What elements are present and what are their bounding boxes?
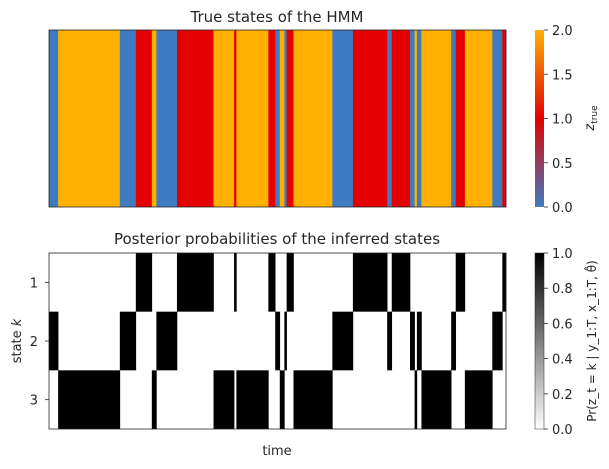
state-segment: [502, 30, 507, 207]
row-tick-label: 3: [30, 394, 38, 409]
colorbar-tick-label: 0.5: [552, 157, 573, 172]
colorbar-tick-label: 2.0: [552, 24, 573, 39]
posterior-cell: [414, 370, 418, 429]
row-tick-label: 2: [30, 335, 38, 350]
state-segment: [151, 30, 157, 207]
state-segment: [421, 30, 452, 207]
posterior-cell: [279, 370, 285, 429]
posterior-cell: [455, 253, 466, 312]
state-segment: [293, 30, 299, 207]
posterior-cell: [49, 311, 59, 371]
state-segment: [279, 30, 285, 207]
colorbar-tick-label: 1.0: [552, 113, 573, 128]
state-segment: [391, 30, 411, 207]
true-states-title: True states of the HMM: [190, 8, 364, 26]
state-segment: [464, 30, 493, 207]
posterior-cell: [286, 253, 294, 312]
posterior-cell: [135, 253, 153, 312]
posterior-cell: [387, 311, 393, 371]
true-states-frame: [48, 29, 507, 208]
state-segment: [135, 30, 153, 207]
state-segment: [332, 30, 354, 207]
colorbar-tick-label: 1.5: [552, 68, 573, 83]
posterior-chart: Posterior probabilities of the inferred …: [10, 230, 507, 459]
state-segment: [414, 30, 418, 207]
posterior-cell: [464, 370, 493, 429]
state-segment: [286, 30, 294, 207]
state-segment: [416, 30, 422, 207]
posterior-title: Posterior probabilities of the inferred …: [114, 230, 440, 248]
posterior-cell: [416, 311, 422, 371]
state-segment: [213, 30, 235, 207]
posterior-cell: [451, 311, 457, 371]
state-segment: [352, 30, 388, 207]
colorbar-label: Pr(z_t = k | y_1:T, x_1:T, θ̂): [583, 260, 599, 421]
posterior-cell: [58, 370, 121, 429]
row-tick-label: 1: [30, 276, 38, 291]
colorbar-label: ztrue: [583, 105, 600, 132]
posterior-cell: [176, 253, 214, 312]
y-axis-label: state k: [10, 318, 25, 363]
state-segment: [49, 30, 59, 207]
state-segment: [410, 30, 415, 207]
posterior-cell: [156, 311, 178, 371]
state-segment: [284, 30, 287, 207]
state-segment: [268, 30, 276, 207]
posterior-cell: [213, 370, 235, 429]
posterior-cell: [502, 253, 507, 312]
colorbar-tick-label: 1.0: [552, 247, 573, 262]
posterior-cell: [284, 311, 287, 371]
posterior-cell: [492, 311, 503, 371]
colorbar-gradient: [535, 30, 544, 207]
state-segment: [275, 30, 281, 207]
true-states-colorbar: 0.0 0.5 1.0 1.5 2.0 ztrue: [535, 24, 600, 216]
colorbar-tick-label: 0.0: [552, 423, 573, 438]
colorbar-ticks: 0.0 0.2 0.4 0.6 0.8 1.0: [544, 247, 573, 438]
state-segment: [236, 30, 269, 207]
colorbar-tick-label: 0.4: [552, 353, 573, 368]
posterior-cell: [119, 311, 137, 371]
state-segment: [58, 30, 121, 207]
state-segment: [492, 30, 503, 207]
posterior-cell: [391, 253, 411, 312]
state-segment: [176, 30, 214, 207]
state-segment: [387, 30, 393, 207]
posterior-cell: [236, 370, 269, 429]
colorbar-tick-label: 0.6: [552, 317, 573, 332]
posterior-colorbar: 0.0 0.2 0.4 0.6 0.8 1.0 Pr(z_t = k | y_1:T, x…: [534, 247, 599, 438]
state-segment: [119, 30, 137, 207]
posterior-cell: [293, 370, 299, 429]
posterior-cell: [275, 311, 281, 371]
posterior-cell: [234, 253, 237, 312]
colorbar-gradient: [534, 252, 545, 430]
posterior-cell: [421, 370, 452, 429]
state-segment: [234, 30, 237, 207]
state-segment: [298, 30, 333, 207]
x-axis-label: time: [262, 444, 291, 459]
colorbar-tick-label: 0.2: [552, 388, 573, 403]
state-segment: [156, 30, 178, 207]
posterior-cell: [298, 370, 333, 429]
posterior-cell: [332, 311, 354, 371]
posterior-heatmap: [49, 253, 507, 429]
row-tick-labels: 1 2 3: [30, 276, 49, 409]
state-segment: [455, 30, 466, 207]
posterior-cell: [151, 370, 157, 429]
colorbar-tick-label: 0.8: [552, 282, 573, 297]
true-states-chart: True states of the HMM: [48, 8, 507, 208]
posterior-cell: [352, 253, 388, 312]
colorbar-ticks: 0.0 0.5 1.0 1.5 2.0: [544, 24, 573, 216]
colorbar-tick-label: 0.0: [552, 201, 573, 216]
posterior-cell: [410, 311, 415, 371]
true-states-heatmap: [49, 30, 507, 207]
posterior-cell: [268, 253, 276, 312]
state-segment: [451, 30, 457, 207]
